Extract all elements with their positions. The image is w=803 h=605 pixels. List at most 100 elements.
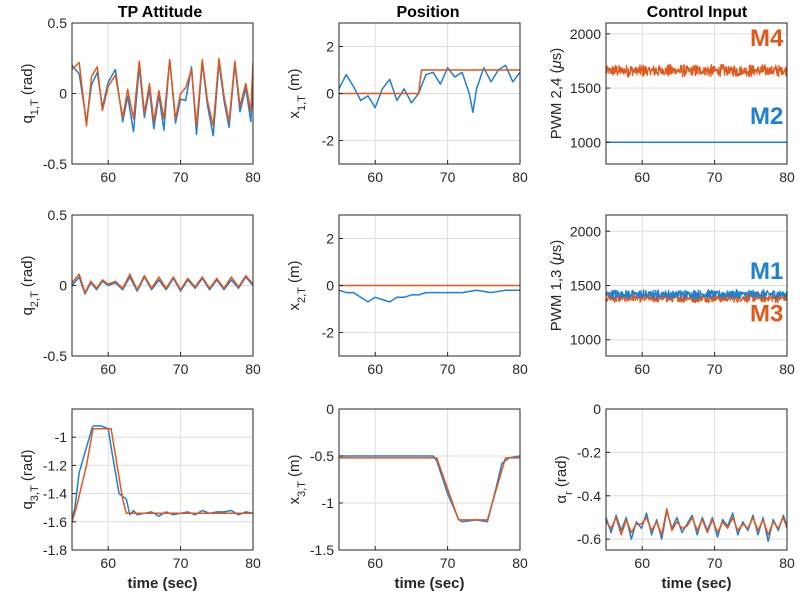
motor-label-m2: M2 [750,103,783,130]
series-line-orange [339,69,520,95]
x-tick-label: 70 [440,555,456,571]
chart-panel-4: 60 70 80 -2 0 2 x2,T (m) [286,214,528,377]
x-tick-label: 70 [707,361,723,377]
chart-panel-3: 60 70 80 -0.5 0 0.5 q2,T (rad) [19,207,261,377]
x-tick-label: 60 [367,555,383,571]
y-axis-label: q3,T (rad) [19,449,41,509]
x-tick-label: 60 [634,361,650,377]
x-axis-label: time (sec) [661,575,731,592]
series-group [339,455,520,523]
y-axis-label: x1,T (m) [286,68,308,118]
x-tick-label: 60 [634,555,650,571]
series-line-orange [72,57,253,127]
chart-panel-1: 60 70 80 -2 0 2 x1,T (m) [286,22,528,185]
x-tick-label: 80 [779,169,795,185]
x-tick-label: 80 [245,361,261,377]
y-tick-label: -1 [55,429,68,445]
series-group [72,425,253,523]
y-tick-label: 1000 [570,134,601,150]
y-tick-label: -1.2 [43,457,67,473]
series-line-orange [72,273,253,294]
x-tick-label: 60 [100,169,116,185]
y-tick-label: 2000 [570,26,601,42]
y-tick-label: 2 [326,39,334,55]
series-line-blue [339,64,520,114]
y-tick-label: 0 [326,278,334,294]
x-tick-label: 70 [173,555,189,571]
chart-panel-5: 60 70 80 1000 1500 2000 PWM 1,3 (μs) M1 M3 [548,214,795,377]
series-group [606,63,787,144]
y-tick-label: 0 [326,86,334,102]
y-tick-label: -1.8 [43,542,67,558]
x-tick-label: 60 [100,361,116,377]
y-tick-label: 0 [59,278,67,294]
y-axis-label: q2,T (rad) [19,255,41,315]
axes-border [71,408,254,551]
y-tick-label: -0.2 [577,444,601,460]
x-tick-label: 80 [779,361,795,377]
x-tick-label: 80 [779,555,795,571]
y-tick-label: -1.4 [43,486,67,502]
series-group [72,273,253,295]
motor-label-m4: M4 [750,25,784,52]
chart-panel-7: 60 70 80 -1.5 -1 -0.5 0 x3,T (m) time (sec) [286,401,528,592]
y-tick-label: -0.6 [577,531,601,547]
y-axis-label: PWM 2,4 (μs) [548,48,565,140]
y-axis-label: q1,T (rad) [19,63,41,123]
y-tick-label: -2 [322,133,335,149]
x-tick-label: 80 [245,555,261,571]
x-tick-label: 70 [173,169,189,185]
series-group [72,57,253,137]
motor-label-m1: M1 [750,258,783,285]
x-tick-label: 80 [245,169,261,185]
series-line-blue [72,276,253,295]
chart-panel-0: 60 70 80 -0.5 0 0.5 q1,T (rad) [19,15,261,185]
x-tick-label: 70 [173,361,189,377]
series-group [606,288,787,304]
series-group [339,64,520,114]
column-title-position: Position [396,4,459,21]
y-tick-label: -0.5 [310,448,334,464]
series-group [606,508,787,543]
x-tick-label: 70 [707,169,723,185]
y-tick-label: -1.5 [310,542,334,558]
y-tick-label: -0.4 [577,488,601,504]
chart-panel-6: 60 70 80 -1.8 -1.6 -1.4 -1.2 -1 q3,T (rad) time (… [19,408,261,592]
y-tick-label: 1500 [570,278,601,294]
chart-panel-2: 60 70 80 1000 1500 2000 PWM 2,4 (μs) M4 M2 [548,22,795,185]
y-tick-label: 0.5 [48,207,68,223]
x-tick-label: 60 [100,555,116,571]
x-tick-label: 80 [512,169,528,185]
x-tick-label: 80 [512,555,528,571]
series-line-orange [606,508,787,536]
series-line-blue [606,510,787,543]
x-tick-label: 70 [707,555,723,571]
y-tick-label: 0 [326,401,334,417]
y-tick-label: 0 [59,86,67,102]
motor-label-m3: M3 [750,300,783,327]
chart-panel-8: 60 70 80 -0.6 -0.4 -0.2 0 αr (rad) time (sec) [553,401,795,592]
y-axis-label: x2,T (m) [286,260,308,310]
axes-border [605,22,788,165]
x-axis-label: time (sec) [127,575,197,592]
y-axis-label: PWM 1,3 (μs) [548,240,565,332]
x-tick-label: 80 [512,361,528,377]
x-axis-label: time (sec) [394,575,464,592]
column-title-tp-attitude: TP Attitude [118,4,203,21]
y-tick-label: 2000 [570,223,601,239]
series-line-M4 [606,63,787,78]
y-tick-label: 0.5 [48,15,68,31]
axes-border [605,408,788,551]
x-tick-label: 60 [634,169,650,185]
y-tick-label: 1000 [570,332,601,348]
series-line-blue [339,289,520,303]
y-tick-label: -0.5 [43,156,67,172]
axes-border [338,408,521,551]
panel-grid: 60 70 80 -0.5 0 0.5 q1,T (rad) 60 70 80 -2 0 2 x1,T (… [19,15,795,592]
x-tick-label: 70 [440,361,456,377]
y-tick-label: -1 [322,495,335,511]
y-tick-label: 2 [326,231,334,247]
series-group [339,284,520,303]
plot-area [71,408,254,551]
